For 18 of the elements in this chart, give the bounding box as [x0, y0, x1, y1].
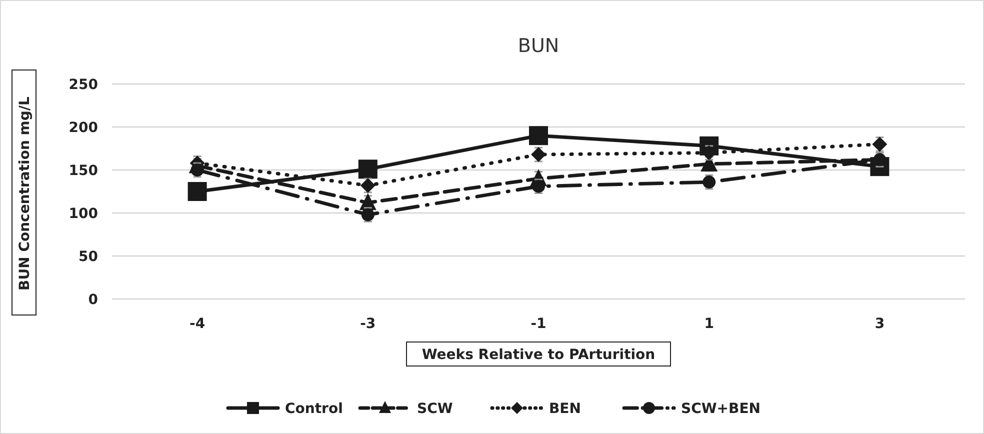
legend-label: SCW+BEN [681, 400, 760, 417]
legend-label: BEN [549, 400, 581, 417]
y-tick-label: 250 [68, 76, 98, 93]
x-axis-title: Weeks Relative to PArturition [422, 347, 656, 363]
x-tick-label: 3 [874, 316, 885, 332]
x-tick-label: -4 [190, 316, 206, 332]
y-tick-label: 0 [88, 292, 98, 308]
y-tick-label: 50 [78, 248, 98, 265]
y-tick-label: 100 [68, 206, 98, 222]
chart-title: BUN [518, 35, 560, 57]
x-tick-label: -1 [530, 316, 546, 332]
legend-label: Control [285, 400, 343, 417]
x-tick-label: 1 [704, 316, 714, 332]
legend-label: SCW [417, 400, 453, 417]
y-axis-title: BUN Concentration mg/L [17, 96, 33, 290]
y-tick-label: 200 [68, 120, 98, 136]
x-tick-label: -3 [360, 316, 376, 332]
y-tick-label: 150 [68, 162, 98, 179]
